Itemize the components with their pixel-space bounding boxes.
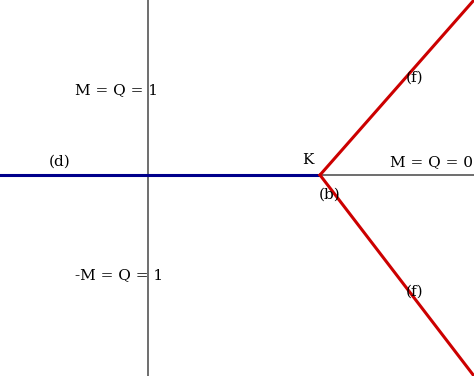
Text: (d): (d) <box>49 155 71 169</box>
Text: (f): (f) <box>406 71 424 85</box>
Text: -M = Q = 1: -M = Q = 1 <box>75 268 163 282</box>
Text: M = Q = 1: M = Q = 1 <box>75 83 158 97</box>
Text: K: K <box>302 153 314 167</box>
Text: (b): (b) <box>319 188 341 202</box>
Text: (f): (f) <box>406 285 424 299</box>
Text: M = Q = 0: M = Q = 0 <box>390 155 473 169</box>
